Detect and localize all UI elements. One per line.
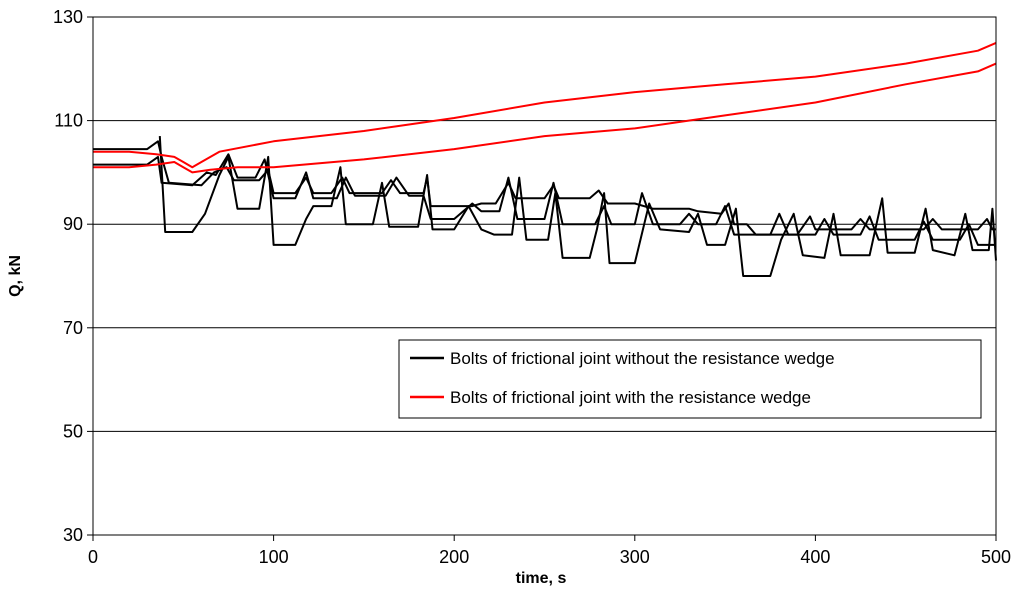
y-tick-label: 90 bbox=[63, 214, 83, 234]
x-tick-label: 200 bbox=[439, 547, 469, 567]
x-tick-label: 400 bbox=[800, 547, 830, 567]
legend: Bolts of frictional joint without the re… bbox=[398, 339, 982, 419]
y-axis-ticks: 30 50 70 90 110 130 bbox=[53, 7, 93, 545]
y-tick-label: 110 bbox=[54, 111, 83, 131]
x-axis-ticks: 0 100 200 300 400 500 bbox=[88, 535, 1011, 567]
legend-label-with-wedge: Bolts of frictional joint with the resis… bbox=[450, 388, 811, 407]
plot-border bbox=[92, 16, 997, 536]
y-tick-label: 30 bbox=[63, 525, 83, 545]
y-tick-label: 130 bbox=[53, 7, 83, 27]
series-with-wedge-line-1 bbox=[93, 62, 997, 174]
x-tick-label: 300 bbox=[620, 547, 650, 567]
series-without-wedge-line-2 bbox=[158, 136, 997, 277]
gridlines bbox=[93, 120, 996, 432]
x-axis-label: time, s bbox=[516, 570, 567, 587]
series-with-wedge-line-0 bbox=[93, 41, 997, 169]
x-tick-label: 500 bbox=[981, 547, 1011, 567]
legend-label-without-wedge: Bolts of frictional joint without the re… bbox=[450, 349, 835, 368]
series-group bbox=[93, 41, 997, 277]
x-tick-label: 100 bbox=[259, 547, 289, 567]
y-tick-label: 70 bbox=[63, 318, 83, 338]
plot-area bbox=[93, 17, 996, 535]
x-tick-label: 0 bbox=[88, 547, 98, 567]
legend-box bbox=[398, 339, 982, 419]
y-tick-label: 50 bbox=[63, 421, 83, 441]
y-axis-label: Q, kN bbox=[7, 255, 24, 297]
